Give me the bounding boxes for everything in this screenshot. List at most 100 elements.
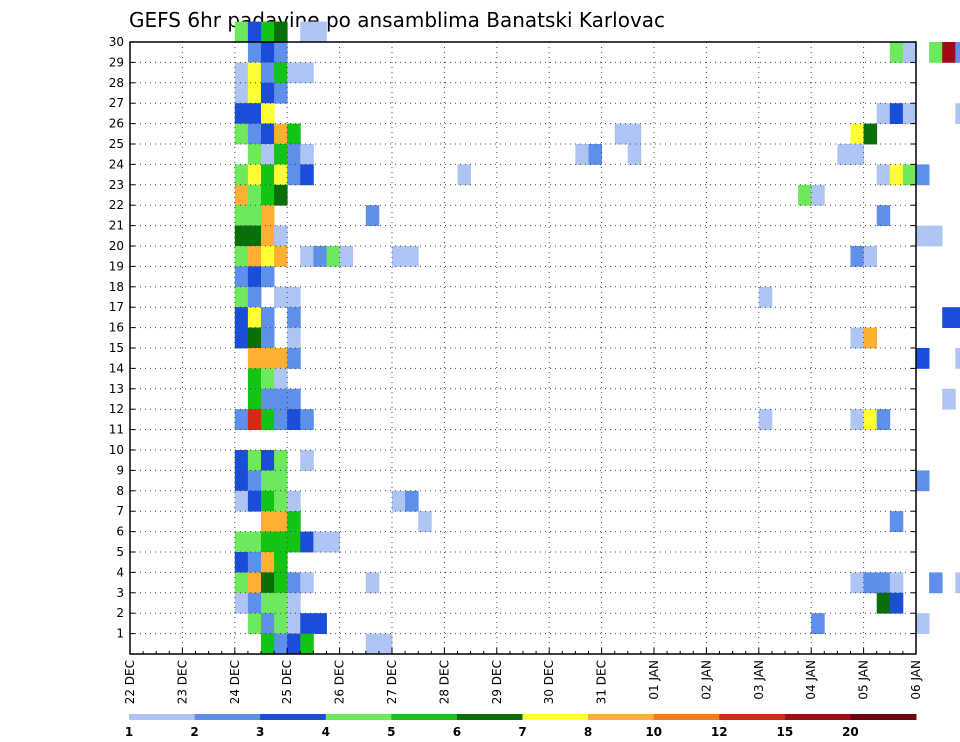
y-tick-label: 27: [109, 96, 124, 110]
heatmap-cell: [247, 184, 262, 206]
legend-swatch: [784, 714, 851, 720]
heatmap-cell: [300, 164, 314, 186]
y-tick-label: 1: [116, 627, 124, 641]
y-tick-label: 20: [109, 239, 124, 253]
legend-swatch: [522, 714, 589, 720]
heatmap-cell: [247, 225, 262, 247]
legend-label: 7: [518, 725, 526, 739]
heatmap-cell: [313, 21, 327, 43]
x-tick-label: 27 DEC: [385, 660, 399, 704]
y-tick-label: 3: [116, 586, 124, 600]
heatmap-cell: [300, 633, 314, 655]
heatmap-cell: [247, 552, 262, 573]
y-tick-label: 13: [109, 382, 124, 396]
heatmap-cell: [942, 307, 956, 328]
heatmap-cell: [588, 144, 602, 165]
heatmap-cell: [300, 21, 314, 43]
heatmap-cell: [247, 490, 262, 512]
legend-label: 12: [711, 725, 728, 739]
heatmap-cell: [889, 42, 904, 63]
heatmap-cell: [955, 42, 960, 63]
heatmap-cell: [274, 490, 288, 512]
heatmap-cell: [274, 42, 288, 63]
heatmap-cell: [313, 246, 327, 267]
heatmap-cell: [234, 286, 249, 308]
heatmap-cell: [261, 144, 275, 165]
heatmap-cell: [300, 613, 314, 634]
heatmap-cell: [889, 572, 904, 594]
color-legend: 1 2 3 4 5 6 7 8 10 12 15 20: [125, 714, 917, 739]
heatmap-cell: [287, 164, 301, 186]
legend-label: 3: [256, 725, 264, 739]
heatmap-cell: [274, 82, 288, 104]
heatmap-cell: [287, 327, 301, 349]
heatmap-cell: [287, 633, 301, 655]
heatmap-cell: [234, 592, 249, 614]
heatmap-cell: [247, 470, 262, 492]
heatmap-cell: [234, 103, 249, 124]
heatmap-cell: [234, 266, 249, 288]
legend-label: 10: [645, 725, 662, 739]
heatmap-cell: [287, 144, 301, 165]
heatmap-cell: [287, 409, 301, 430]
heatmap-cell: [300, 246, 314, 267]
y-tick-label: 23: [109, 178, 124, 192]
heatmap-cell: [261, 205, 275, 226]
heatmap-cell: [274, 225, 288, 247]
y-tick-label: 22: [109, 198, 124, 212]
heatmap-cell: [261, 164, 275, 186]
heatmap-cell: [274, 144, 288, 165]
heatmap-cell: [902, 103, 917, 124]
heatmap-cell: [234, 470, 249, 492]
heatmap-cell: [274, 511, 288, 532]
heatmap-cell: [234, 62, 249, 84]
heatmap-cell: [418, 511, 432, 532]
heatmap-cell: [234, 307, 249, 328]
heatmap-cell: [326, 531, 340, 553]
heatmap-cell: [876, 205, 891, 226]
heatmap-cell: [234, 21, 249, 43]
heatmap-cell: [287, 388, 301, 410]
heatmap-cell: [287, 613, 301, 634]
y-tick-label: 16: [109, 321, 124, 335]
heatmap-cell: [261, 592, 275, 614]
heatmap-cell: [261, 470, 275, 492]
x-tick-label: 22 DEC: [123, 660, 137, 704]
heatmap-cell: [261, 368, 275, 390]
heatmap-cell: [287, 572, 301, 594]
heatmap-cell: [916, 470, 930, 492]
y-tick-label: 11: [109, 423, 124, 437]
heatmap-cell: [247, 327, 262, 349]
heatmap-cell: [274, 246, 288, 267]
heatmap-cell: [916, 348, 930, 369]
legend-swatch: [456, 714, 523, 720]
heatmap-cell: [902, 42, 917, 63]
y-tick-label: 7: [116, 504, 124, 518]
y-tick-label: 12: [109, 402, 124, 416]
y-tick-label: 28: [109, 76, 124, 90]
heatmap-cell: [234, 572, 249, 594]
x-tick-label: 01 JAN: [647, 660, 661, 700]
legend-label: 2: [190, 725, 198, 739]
legend-label: 8: [584, 725, 592, 739]
y-tick-label: 9: [116, 463, 124, 477]
heatmap-cell: [378, 633, 393, 655]
y-tick-label: 29: [109, 55, 124, 69]
heatmap-cell: [300, 450, 314, 471]
grid-lines: [130, 42, 916, 654]
heatmap-cell: [850, 409, 864, 430]
heatmap-cell: [274, 368, 288, 390]
heatmap-cell: [247, 572, 262, 594]
legend-swatch: [719, 714, 786, 720]
heatmap-cell: [247, 62, 262, 84]
heatmap-cell: [287, 123, 301, 145]
heatmap-cell: [247, 82, 262, 104]
y-axis-ticks: 1234567891011121314151617181920212223242…: [109, 35, 916, 641]
y-tick-label: 14: [109, 361, 124, 375]
heatmap-cell: [955, 348, 960, 369]
heatmap-cell: [274, 21, 288, 43]
heatmap-cell: [274, 123, 288, 145]
heatmap-cell: [274, 531, 288, 553]
legend-swatch: [588, 714, 655, 720]
